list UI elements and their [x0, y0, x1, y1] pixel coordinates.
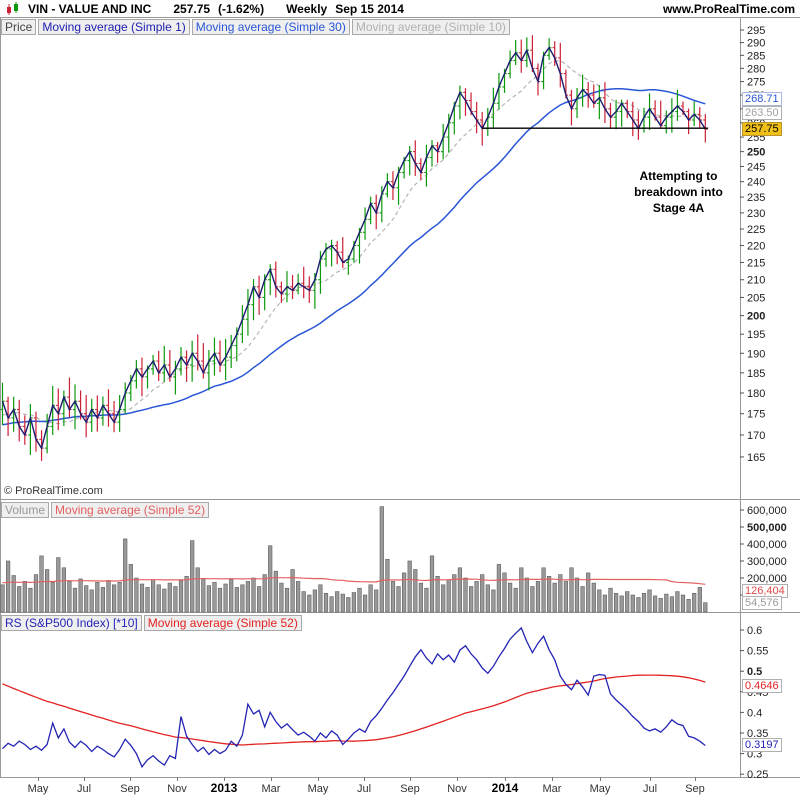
x-tick-label: Mar: [543, 783, 562, 795]
svg-text:170: 170: [747, 430, 765, 442]
volume-legend-item-1[interactable]: Moving average (Simple 52): [51, 502, 210, 518]
volume-pane-legend: Volume Moving average (Simple 52): [1, 501, 211, 519]
last-price: 257.75: [173, 1, 211, 16]
svg-text:0.55: 0.55: [747, 646, 768, 658]
x-tick-label: Jul: [643, 783, 657, 795]
rs-last-axis-label: 0.3197: [742, 738, 782, 752]
volume-last-axis-label: 54,576: [742, 596, 782, 610]
svg-text:240: 240: [747, 177, 765, 189]
svg-text:215: 215: [747, 257, 765, 269]
price-legend-item-1[interactable]: Moving average (Simple 1): [38, 19, 190, 35]
svg-text:285: 285: [747, 50, 765, 62]
svg-text:195: 195: [747, 329, 765, 341]
x-tick-label: Mar: [262, 783, 281, 795]
x-axis: [38, 777, 696, 781]
svg-text:220: 220: [747, 241, 765, 253]
svg-text:245: 245: [747, 161, 765, 173]
x-tick-label: Jul: [357, 783, 371, 795]
rs-pane-legend: RS (S&P500 Index) [*10] Moving average (S…: [1, 614, 304, 632]
svg-text:175: 175: [747, 409, 765, 421]
x-tick-label: Sep: [685, 783, 705, 795]
timeframe-label[interactable]: Weekly: [286, 1, 328, 16]
svg-text:0.4: 0.4: [747, 707, 762, 719]
candlestick-icon: [6, 1, 22, 16]
svg-text:200: 200: [747, 311, 765, 323]
svg-text:0.25: 0.25: [747, 769, 768, 781]
price-legend-item-3[interactable]: Moving average (Simple 10): [351, 19, 510, 35]
volume-legend-item-0[interactable]: Volume: [1, 502, 50, 518]
svg-text:205: 205: [747, 292, 765, 304]
price-legend-item-2[interactable]: Moving average (Simple 30): [191, 19, 350, 35]
prorealtime-watermark: © ProRealTime.com: [4, 485, 103, 497]
x-tick-label: 2013: [211, 781, 238, 795]
price-bars: [0, 35, 708, 461]
x-tick-label: May: [308, 783, 329, 795]
rs-legend-item-0[interactable]: RS (S&P500 Index) [*10]: [1, 615, 142, 631]
price-ma10-axis-label: 263.50: [742, 106, 782, 120]
price-close-line: [1, 46, 706, 450]
svg-text:225: 225: [747, 224, 765, 236]
stage-annotation: Attempting to breakdown into Stage 4A: [606, 168, 751, 216]
svg-text:230: 230: [747, 208, 765, 220]
x-tick-label: May: [590, 783, 611, 795]
website-link[interactable]: www.ProRealTime.com: [662, 2, 795, 16]
svg-text:250: 250: [747, 147, 765, 159]
x-tick-label: Jul: [77, 783, 91, 795]
x-tick-label: 2014: [492, 781, 519, 795]
svg-text:180: 180: [747, 388, 765, 400]
chart-header: VIN - VALUE AND INC 257.75 (-1.62%) Week…: [0, 0, 800, 17]
x-tick-label: Nov: [167, 783, 187, 795]
svg-text:400,000: 400,000: [747, 539, 787, 551]
svg-text:275: 275: [747, 77, 765, 89]
rs-legend-item-1[interactable]: Moving average (Simple 52): [143, 615, 302, 631]
price-ma30-axis-label: 268.71: [742, 92, 782, 106]
svg-text:600,000: 600,000: [747, 505, 787, 517]
svg-text:290: 290: [747, 38, 765, 50]
price-legend-item-0[interactable]: Price: [1, 19, 37, 35]
pane-borders: [0, 17, 800, 778]
annotation-line-3: Stage 4A: [652, 201, 705, 215]
svg-text:185: 185: [747, 368, 765, 380]
svg-text:210: 210: [747, 275, 765, 287]
rs-ma52-axis-label: 0.4646: [742, 679, 782, 693]
x-tick-label: Nov: [447, 783, 467, 795]
date-label: Sep 15 2014: [335, 1, 404, 16]
rs-line: [2, 626, 706, 769]
x-tick-label: Sep: [400, 783, 420, 795]
svg-text:200,000: 200,000: [747, 573, 787, 585]
rs-ma52-line: [2, 674, 706, 746]
price-pane-legend: Price Moving average (Simple 1) Moving ave…: [1, 18, 512, 36]
svg-text:0.35: 0.35: [747, 728, 768, 740]
svg-text:500,000: 500,000: [747, 522, 787, 534]
annotation-line-1: Attempting to: [639, 169, 718, 183]
last-price-axis-label: 257.75: [742, 122, 782, 136]
volume-bars: [0, 506, 708, 613]
volume-ma52-line: [2, 576, 706, 585]
svg-text:0.6: 0.6: [747, 625, 762, 637]
price-change: (-1.62%): [218, 1, 265, 16]
svg-text:235: 235: [747, 192, 765, 204]
x-tick-label: Sep: [120, 783, 140, 795]
svg-text:295: 295: [747, 25, 765, 37]
svg-text:280: 280: [747, 63, 765, 75]
x-tick-label: May: [28, 783, 49, 795]
svg-text:300,000: 300,000: [747, 556, 787, 568]
svg-text:165: 165: [747, 452, 765, 464]
svg-text:0.5: 0.5: [747, 666, 762, 678]
symbol-title: VIN - VALUE AND INC: [28, 1, 152, 16]
annotation-line-2: breakdown into: [634, 185, 723, 199]
svg-text:190: 190: [747, 348, 765, 360]
